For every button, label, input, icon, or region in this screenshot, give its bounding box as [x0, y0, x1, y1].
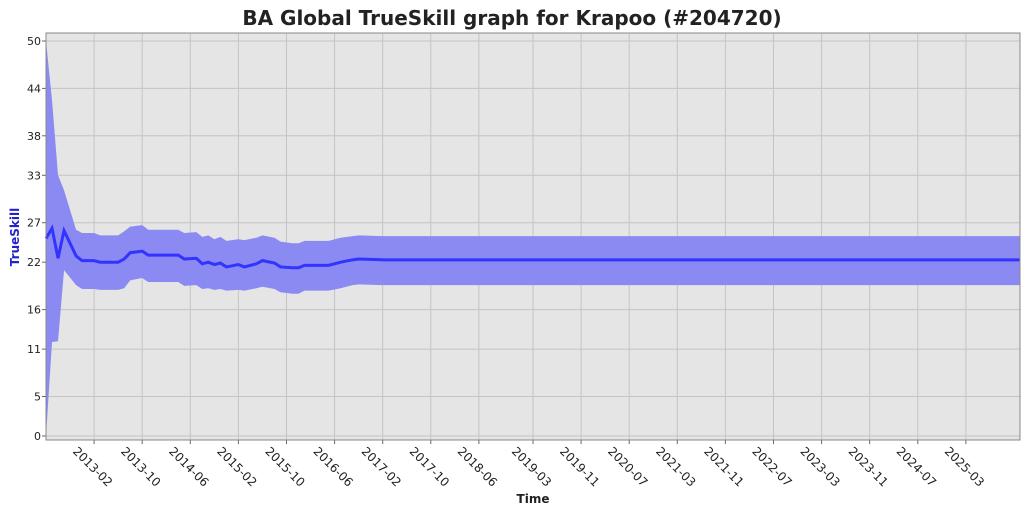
y-tick-label: 0 — [34, 430, 41, 443]
x-axis-label: Time — [517, 492, 550, 506]
y-tick-label: 11 — [27, 343, 41, 356]
y-tick-label: 50 — [27, 35, 41, 48]
y-tick-label: 22 — [27, 256, 41, 269]
confidence-band — [46, 41, 1020, 436]
y-axis-label: TrueSkill — [8, 208, 22, 266]
chart-title: BA Global TrueSkill graph for Krapoo (#2… — [242, 6, 781, 30]
y-tick-label: 33 — [27, 169, 41, 182]
y-tick-label: 27 — [27, 217, 41, 230]
y-tick-label: 5 — [34, 391, 41, 404]
plot-border — [45, 32, 1021, 441]
trueskill-line — [44, 224, 1020, 270]
y-tick-label: 38 — [27, 130, 41, 143]
y-tick-label: 16 — [27, 304, 41, 317]
y-tick-label: 44 — [27, 82, 41, 95]
